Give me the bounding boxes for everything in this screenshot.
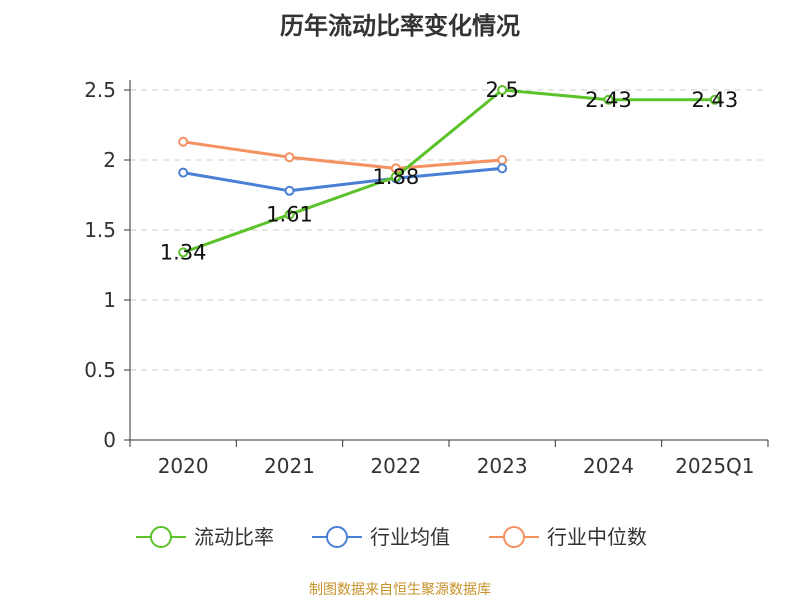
data-label: 1.61 [266,203,313,227]
legend-item: 行业中位数 [489,525,647,549]
data-point [497,155,508,165]
x-tick-label: 2022 [370,454,421,478]
data-point [390,171,401,182]
y-tick-label: 1.5 [84,218,116,242]
series-lines [178,85,720,258]
data-label: 1.34 [160,240,207,264]
legend-label: 流动比率 [194,525,274,549]
data-point [178,247,189,258]
legend-item: 行业均值 [312,525,450,549]
x-tick-label: 2023 [477,454,528,478]
data-label: 1.88 [372,165,419,189]
y-tick-label: 2 [103,148,116,172]
legend-marker [150,526,172,548]
x-tick-label: 2021 [264,454,315,478]
series-line [182,166,503,193]
axes: 0 0.5 1 1.5 2 2.5 2020 2021 2022 2023 2024 2025Q1 [84,78,769,478]
series-line [182,140,503,170]
legend-marker [503,526,525,548]
legend: 流动比率 行业均值 行业中位数 [136,525,647,549]
series-line [182,88,715,254]
y-tick-label: 0.5 [84,358,116,382]
data-point [497,85,508,95]
data-point [284,185,295,196]
data-point [284,209,295,220]
y-tick-label: 1 [103,288,116,312]
data-point [284,152,295,163]
data-source-note: 制图数据来自恒生聚源数据库 [309,582,491,598]
chart-title: 历年流动比率变化情况 [280,12,520,40]
data-label: 2.5 [485,78,518,102]
legend-marker [326,526,348,548]
y-tick-label: 0 [103,428,116,452]
x-tick-label: 2025Q1 [675,454,754,478]
data-label: 2.43 [585,88,632,112]
legend-label: 行业均值 [370,525,450,549]
x-tick-label: 2024 [583,454,634,478]
legend-item: 流动比率 [136,525,274,549]
data-point [709,94,720,105]
data-point [178,136,189,147]
legend-label: 行业中位数 [547,525,647,549]
x-tick-label: 2020 [158,454,209,478]
data-point [603,94,614,105]
data-labels: 1.34 1.61 1.88 2.5 2.43 2.43 [160,78,738,264]
data-point [178,167,189,178]
y-tick-label: 2.5 [84,78,116,102]
grid-lines [130,89,768,371]
data-point [497,163,508,174]
data-label: 2.43 [691,88,738,112]
